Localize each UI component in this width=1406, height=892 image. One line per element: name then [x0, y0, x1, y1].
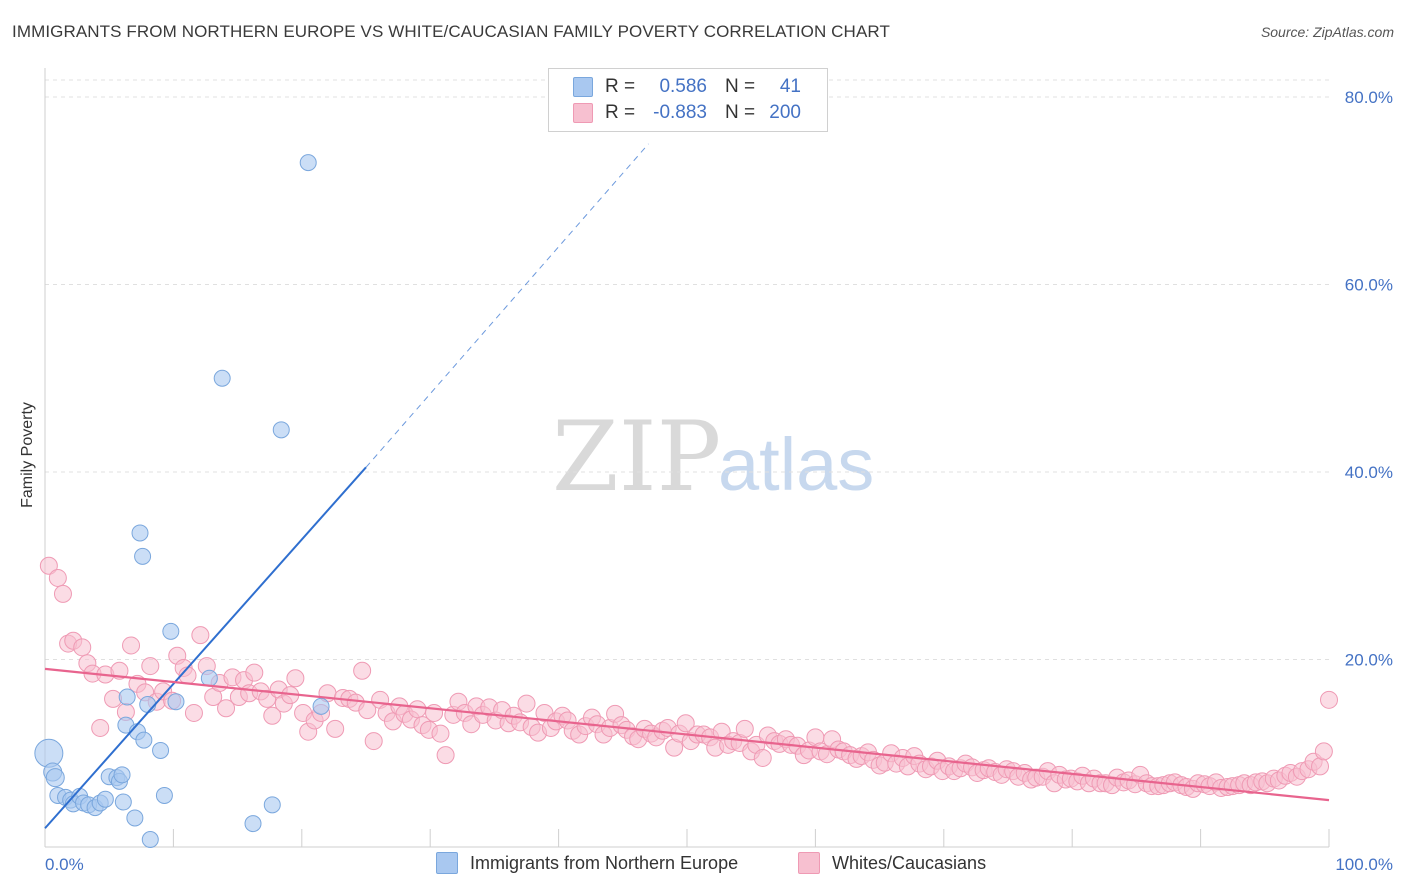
whites-point	[326, 719, 345, 738]
immigrants-point	[135, 731, 153, 749]
whites-point	[39, 556, 58, 575]
bottom-legend-swatch-pink	[798, 852, 820, 874]
legend-r-value: 0.586	[659, 76, 707, 97]
whites-point	[1320, 690, 1338, 709]
legend-n-value: 200	[769, 102, 801, 123]
legend-swatch-blue	[573, 77, 593, 97]
bottom-legend-label: Immigrants from Northern Europe	[470, 852, 739, 873]
immigrants-point	[312, 697, 330, 715]
chart-title: IMMIGRANTS FROM NORTHERN EUROPE VS WHITE…	[12, 22, 890, 41]
whites-point	[364, 732, 383, 751]
y-tick-label: 20.0%	[1345, 651, 1393, 670]
immigrants-point	[155, 786, 173, 804]
whites-point	[184, 703, 203, 722]
immigrants-point	[272, 421, 290, 439]
whites-point	[91, 718, 110, 737]
whites-point	[263, 706, 282, 725]
watermark: ZIP atlas	[552, 401, 874, 513]
whites-point	[286, 669, 305, 688]
tick-labels: 20.0% 40.0% 60.0% 80.0% 0.0% 100.0%	[45, 88, 1393, 874]
bottom-legend-whites: Whites/Caucasians	[798, 852, 986, 874]
immigrants-point	[96, 790, 114, 808]
whites-point	[436, 746, 455, 765]
whites-point	[191, 626, 210, 645]
immigrants-point	[114, 793, 132, 811]
immigrants-trend-line	[44, 466, 367, 829]
y-tick-label: 80.0%	[1345, 88, 1393, 107]
watermark-zip: ZIP	[552, 401, 721, 513]
immigrants-point	[244, 815, 262, 833]
gridlines	[45, 79, 1329, 660]
whites-point	[122, 636, 141, 655]
correlation-legend: R = 0.586 N = 41 R = -0.883 N = 200	[548, 68, 828, 132]
whites-point	[676, 714, 695, 733]
whites-point	[48, 568, 67, 587]
immigrants-point	[299, 154, 317, 172]
source-label: Source: ZipAtlas.com	[1260, 24, 1394, 40]
legend-row-whites: R = -0.883 N = 200	[573, 101, 801, 125]
immigrants-point	[162, 622, 180, 640]
immigrants-trend-extension	[365, 143, 649, 468]
whites-point	[431, 724, 450, 743]
immigrants-point	[152, 741, 170, 759]
immigrants-point	[139, 696, 157, 713]
immigrants-point	[141, 831, 159, 848]
immigrants-point	[131, 524, 149, 542]
legend-row-immigrants: R = 0.586 N = 41	[573, 75, 801, 99]
whites-point	[1311, 757, 1330, 776]
watermark-atlas: atlas	[718, 423, 874, 506]
immigrants-point	[200, 669, 218, 687]
y-tick-label: 40.0%	[1345, 463, 1393, 482]
whites-points	[39, 556, 1338, 798]
immigrants-point	[118, 688, 136, 706]
trend-lines	[44, 143, 1330, 829]
legend-n-value: 41	[779, 76, 801, 97]
legend-n-label: N =	[725, 76, 756, 97]
immigrants-point	[34, 738, 64, 768]
x-tick-label: 100.0%	[1335, 855, 1393, 874]
legend-r-value: -0.883	[653, 102, 707, 123]
whites-point	[53, 584, 72, 603]
immigrants-point	[113, 766, 131, 784]
bottom-legend-immigrants: Immigrants from Northern Europe	[436, 852, 738, 874]
immigrants-points	[34, 154, 330, 848]
whites-point	[735, 719, 754, 738]
immigrants-point	[213, 369, 231, 387]
whites-point	[73, 638, 92, 657]
immigrants-point	[167, 693, 185, 711]
bottom-legend-label: Whites/Caucasians	[832, 852, 987, 873]
bottom-legend-swatch-blue	[436, 852, 458, 874]
whites-point	[753, 748, 772, 767]
whites-point	[1314, 742, 1333, 761]
legend-swatch-pink	[573, 103, 593, 123]
legend-n-label: N =	[725, 102, 756, 123]
whites-point	[408, 700, 427, 719]
immigrants-point	[134, 547, 152, 565]
x-tick-label: 0.0%	[45, 855, 84, 874]
legend-r-label: R =	[605, 76, 636, 97]
whites-point	[517, 694, 536, 713]
legend-r-label: R =	[605, 102, 636, 123]
immigrants-point	[126, 809, 144, 827]
whites-point	[245, 663, 264, 682]
whites-trend-line	[44, 667, 1330, 802]
immigrants-point	[45, 768, 65, 788]
whites-point	[217, 699, 236, 718]
whites-point	[141, 657, 160, 676]
y-tick-label: 60.0%	[1345, 276, 1393, 295]
whites-point	[353, 661, 372, 680]
immigrants-point	[263, 796, 281, 814]
axes	[44, 68, 1330, 848]
